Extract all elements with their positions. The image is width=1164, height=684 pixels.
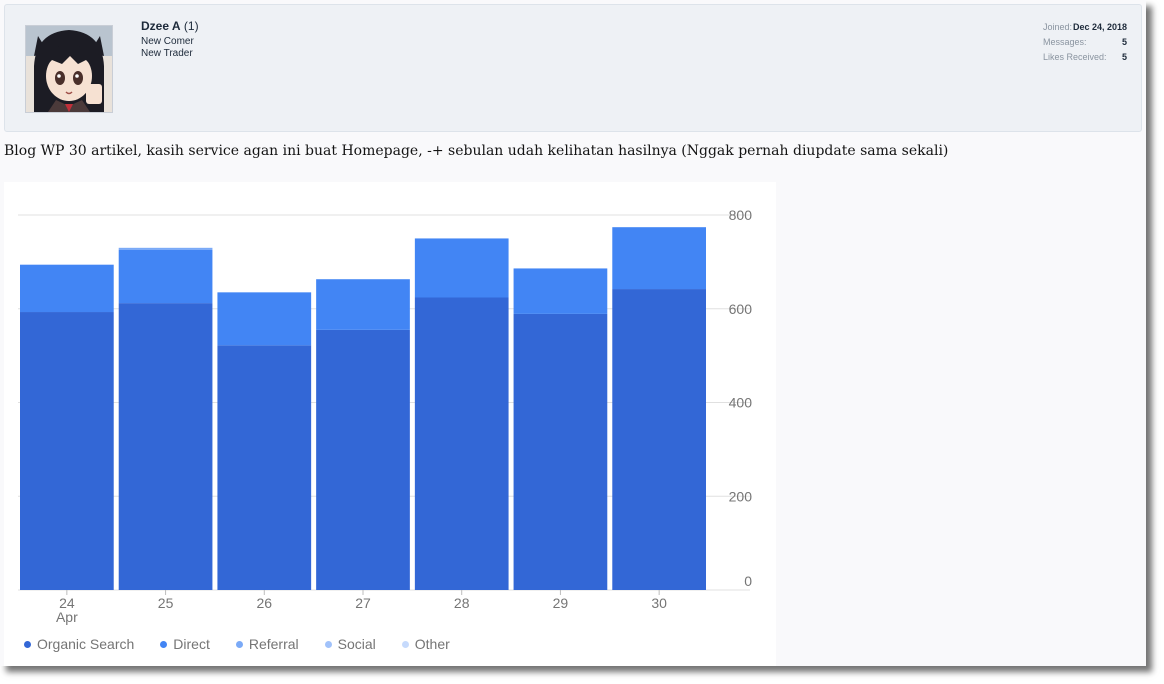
legend-label: Referral xyxy=(248,636,299,652)
user-info: Dzee A (1) New Comer New Trader xyxy=(141,19,199,60)
legend-label: Other xyxy=(414,636,450,652)
y-tick-label: 600 xyxy=(729,301,753,317)
bar-segment-organic-search[interactable] xyxy=(217,345,312,590)
bar-segment-organic-search[interactable] xyxy=(118,303,213,590)
y-tick-label: 0 xyxy=(744,573,752,589)
bar-segment-direct[interactable] xyxy=(513,268,608,314)
user-title: New Trader xyxy=(141,48,193,59)
bar-segment-direct[interactable] xyxy=(316,279,410,330)
page-frame: Dzee A (1) New Comer New Trader Joined: … xyxy=(4,4,1142,666)
legend-item[interactable]: Other xyxy=(401,636,450,652)
y-tick-label: 800 xyxy=(729,207,753,223)
y-tick-label: 200 xyxy=(729,488,753,504)
bar-segment-direct[interactable] xyxy=(414,238,509,298)
stat-messages: Messages: 5 xyxy=(1043,35,1127,50)
legend-dot-icon xyxy=(324,640,332,648)
bar-segment-organic-search[interactable] xyxy=(612,289,706,590)
legend-label: Social xyxy=(337,636,376,652)
legend-item[interactable]: Direct xyxy=(160,636,210,652)
legend-item[interactable]: Organic Search xyxy=(24,636,134,652)
legend-label: Direct xyxy=(173,636,210,652)
stat-value: 5 xyxy=(1121,37,1127,47)
chart-legend: Organic Search Direct Referral Social Other xyxy=(24,636,450,652)
stat-value: Dec 24, 2018 xyxy=(1072,22,1127,32)
x-tick-label: 24 xyxy=(59,595,75,611)
legend-dot-icon xyxy=(24,640,31,648)
post-body: Blog WP 30 artikel, kasih service agan i… xyxy=(4,143,949,159)
legend-item[interactable]: Social xyxy=(324,636,376,652)
stat-label: Messages: xyxy=(1043,37,1087,47)
user-badge: (1) xyxy=(183,19,199,33)
legend-label: Organic Search xyxy=(37,636,135,652)
stat-value: 5 xyxy=(1121,52,1127,62)
username-text[interactable]: Dzee A xyxy=(141,19,181,33)
bar-segment-referral[interactable] xyxy=(118,247,213,250)
user-stats: Joined: Dec 24, 2018 Messages: 5 Likes R… xyxy=(1043,20,1127,65)
username[interactable]: Dzee A (1) xyxy=(141,19,199,33)
x-tick-label: 30 xyxy=(651,595,667,611)
x-tick-label: 29 xyxy=(553,595,569,611)
legend-dot-icon xyxy=(160,640,168,648)
bar-segment-direct[interactable] xyxy=(20,264,114,313)
y-tick-label: 400 xyxy=(729,395,753,411)
x-tick-label: Apr xyxy=(56,609,78,625)
stat-label: Likes Received: xyxy=(1043,52,1107,62)
stat-likes: Likes Received: 5 xyxy=(1043,50,1127,65)
legend-item[interactable]: Referral xyxy=(235,636,299,652)
bar-segment-organic-search[interactable] xyxy=(316,329,410,590)
x-tick-label: 26 xyxy=(256,595,272,611)
user-title: New Comer xyxy=(141,36,194,47)
avatar[interactable] xyxy=(25,25,113,113)
bar-segment-organic-search[interactable] xyxy=(414,297,509,591)
stat-joined: Joined: Dec 24, 2018 xyxy=(1043,20,1127,35)
legend-dot-icon xyxy=(235,640,243,648)
bar-segment-organic-search[interactable] xyxy=(513,313,608,590)
bar-segment-organic-search[interactable] xyxy=(20,312,114,590)
bar-segment-direct[interactable] xyxy=(612,227,706,290)
user-profile-card: Dzee A (1) New Comer New Trader Joined: … xyxy=(4,4,1142,132)
traffic-chart: 800 600 400 200 0 24 Apr 25 26 27 28 29 30 Organic S… xyxy=(4,182,776,666)
x-tick-label: 28 xyxy=(454,595,470,611)
bar-segment-direct[interactable] xyxy=(118,249,213,304)
x-tick-label: 27 xyxy=(355,595,371,611)
stat-label: Joined: xyxy=(1043,22,1073,32)
bar-segment-direct[interactable] xyxy=(217,292,312,346)
x-tick-label: 25 xyxy=(158,595,174,611)
legend-dot-icon xyxy=(401,640,409,648)
